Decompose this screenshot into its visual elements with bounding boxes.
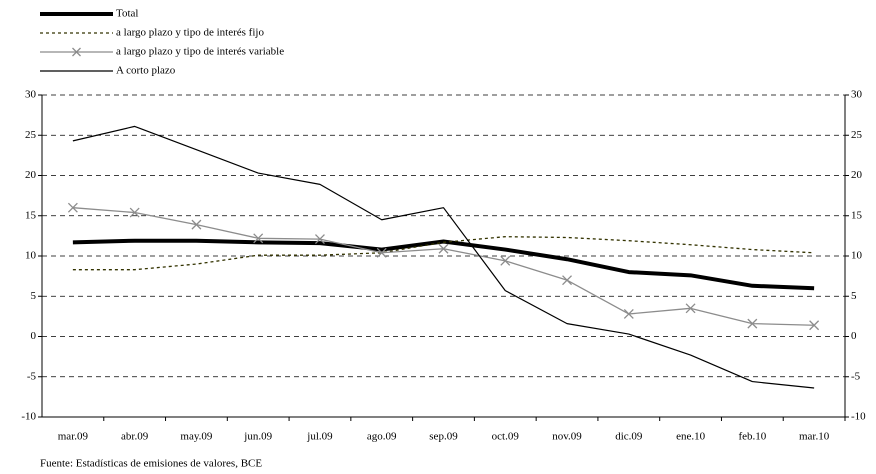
y-tick-label: 20: [25, 169, 37, 181]
legend-label: A corto plazo: [116, 65, 176, 77]
legend-label: a largo plazo y tipo de interés variable: [116, 46, 284, 58]
marker: [747, 318, 758, 329]
source-note: Fuente: Estadísticas de emisiones de val…: [40, 458, 262, 470]
series-line: [72, 238, 815, 291]
x-tick-label: feb.10: [738, 431, 766, 443]
y2-tick-label: 5: [851, 290, 857, 302]
x-tick-label: jun.09: [243, 431, 272, 443]
x-tick-label: ago.09: [367, 431, 397, 443]
x-tick-label: oct.09: [492, 431, 520, 443]
x-tick-label: nov.09: [552, 431, 582, 443]
y-tick-label: 30: [25, 89, 37, 101]
x-tick-label: may.09: [180, 431, 212, 443]
y2-tick-label: -10: [851, 411, 866, 423]
y2-tick-label: 30: [851, 89, 863, 101]
legend-marker: [72, 47, 81, 57]
y-tick-label: 0: [31, 330, 37, 342]
x-tick-label: ene.10: [676, 431, 706, 443]
y-tick-label: 10: [25, 250, 37, 262]
series-line: [72, 207, 815, 326]
marker: [315, 234, 325, 245]
marker: [500, 255, 511, 266]
x-tick-label: abr.09: [121, 431, 149, 443]
marker: [438, 243, 449, 254]
x-tick-label: mar.10: [799, 431, 830, 443]
marker: [685, 303, 696, 314]
x-tick-label: dic.09: [615, 431, 643, 443]
y2-tick-label: 20: [851, 169, 863, 181]
y2-tick-label: 10: [851, 250, 863, 262]
series-line: [72, 125, 815, 389]
y2-tick-label: 25: [851, 129, 863, 141]
y-tick-label: -5: [27, 370, 37, 382]
series-line: [72, 236, 815, 271]
marker: [623, 309, 634, 319]
y2-tick-label: -5: [851, 370, 861, 382]
x-tick-label: jul.09: [306, 431, 333, 443]
y2-tick-label: 15: [851, 209, 863, 221]
marker: [253, 233, 264, 244]
y-tick-label: 5: [31, 290, 37, 302]
marker: [376, 247, 387, 258]
marker: [129, 207, 140, 218]
x-tick-label: mar.09: [58, 431, 89, 443]
y-tick-label: 15: [25, 209, 37, 221]
marker: [809, 320, 820, 331]
y-tick-label: -10: [21, 411, 36, 423]
y-tick-label: 25: [25, 129, 37, 141]
marker: [67, 202, 78, 213]
marker: [191, 219, 202, 230]
y2-tick-label: 0: [851, 330, 857, 342]
legend-label: Total: [116, 8, 138, 20]
marker: [562, 275, 572, 286]
x-tick-label: sep.09: [429, 431, 458, 443]
legend-label: a largo plazo y tipo de interés fijo: [116, 27, 264, 39]
